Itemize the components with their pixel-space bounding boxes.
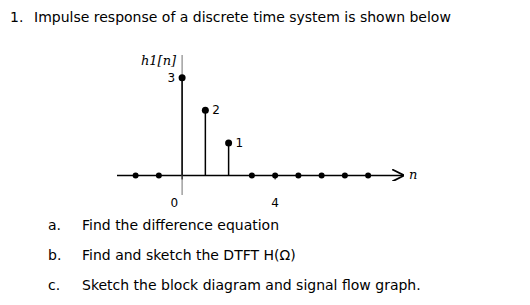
stem-dot	[179, 74, 186, 81]
stem	[205, 110, 207, 175]
item-text: Find and sketch the DTFT H(Ω)	[82, 247, 296, 263]
data-label: 1	[236, 136, 244, 150]
stem-dot	[202, 107, 209, 114]
stem-dot	[249, 172, 255, 178]
x-label: n	[409, 167, 417, 182]
stem-dot	[225, 139, 232, 146]
stem-dot	[365, 172, 371, 178]
data-label: 3	[167, 71, 175, 85]
stem-dot	[156, 172, 162, 178]
stem-dot	[342, 172, 348, 178]
stem-dot	[295, 172, 301, 178]
item-text: Sketch the block diagram and signal flow…	[82, 277, 421, 293]
item-label: b.	[48, 247, 61, 263]
chart: 1. Impulse response of a discrete time sy…	[0, 0, 530, 305]
x-tick-label: 0	[170, 196, 178, 210]
stem-dot	[133, 172, 139, 178]
stems	[133, 74, 372, 178]
y-label: h1[n]	[141, 53, 177, 68]
item-label: c.	[48, 277, 60, 293]
item-label: a.	[48, 217, 61, 233]
x-tick	[182, 175, 183, 179]
data-label: 2	[212, 103, 220, 117]
x-tick-label: 4	[271, 196, 279, 210]
question-number: 1.	[10, 9, 23, 25]
stem	[181, 78, 183, 176]
stem	[228, 143, 230, 176]
stem-dot	[272, 172, 278, 178]
title: Impulse response of a discrete time syst…	[34, 9, 451, 25]
item-text: Find the difference equation	[82, 217, 279, 233]
stem-dot	[319, 172, 325, 178]
